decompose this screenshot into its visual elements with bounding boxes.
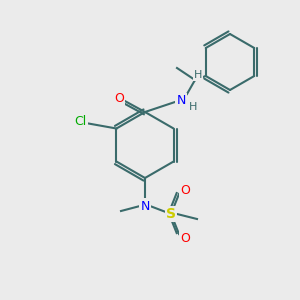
Text: Cl: Cl xyxy=(74,115,86,128)
Text: H: H xyxy=(194,70,202,80)
Text: O: O xyxy=(180,232,190,244)
Text: N: N xyxy=(176,94,186,107)
Text: O: O xyxy=(180,184,190,196)
Text: H: H xyxy=(189,102,197,112)
Text: N: N xyxy=(140,200,150,212)
Text: S: S xyxy=(166,207,176,221)
Text: O: O xyxy=(114,92,124,104)
